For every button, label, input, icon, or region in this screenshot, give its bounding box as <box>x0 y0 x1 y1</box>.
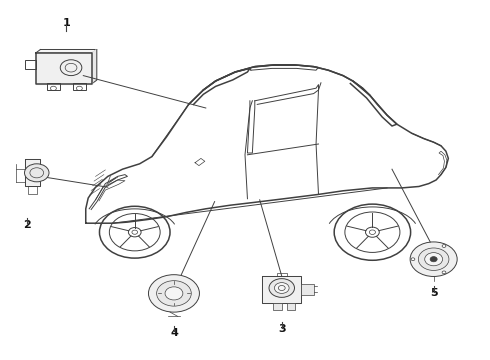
Circle shape <box>274 283 289 293</box>
Circle shape <box>157 281 191 306</box>
Text: 4: 4 <box>170 328 178 338</box>
Polygon shape <box>92 49 97 84</box>
Circle shape <box>148 275 199 312</box>
Bar <box>25 60 36 69</box>
Text: 5: 5 <box>430 288 438 298</box>
Circle shape <box>442 245 446 247</box>
Circle shape <box>165 287 183 300</box>
Circle shape <box>442 271 446 274</box>
Polygon shape <box>262 276 301 303</box>
Bar <box>28 186 37 194</box>
Text: 2: 2 <box>23 220 31 230</box>
Bar <box>301 284 314 295</box>
Circle shape <box>411 258 415 261</box>
Bar <box>273 303 282 310</box>
Polygon shape <box>36 53 92 84</box>
Circle shape <box>425 253 442 266</box>
Circle shape <box>410 242 457 276</box>
Bar <box>73 83 86 90</box>
Circle shape <box>430 257 437 262</box>
Text: 3: 3 <box>278 324 286 334</box>
Circle shape <box>269 279 294 297</box>
Polygon shape <box>36 49 97 53</box>
Circle shape <box>418 248 449 270</box>
Bar <box>277 273 287 276</box>
Text: 1: 1 <box>62 18 70 28</box>
Bar <box>47 83 60 90</box>
Circle shape <box>24 164 49 182</box>
Polygon shape <box>25 159 40 186</box>
Bar <box>287 303 295 310</box>
